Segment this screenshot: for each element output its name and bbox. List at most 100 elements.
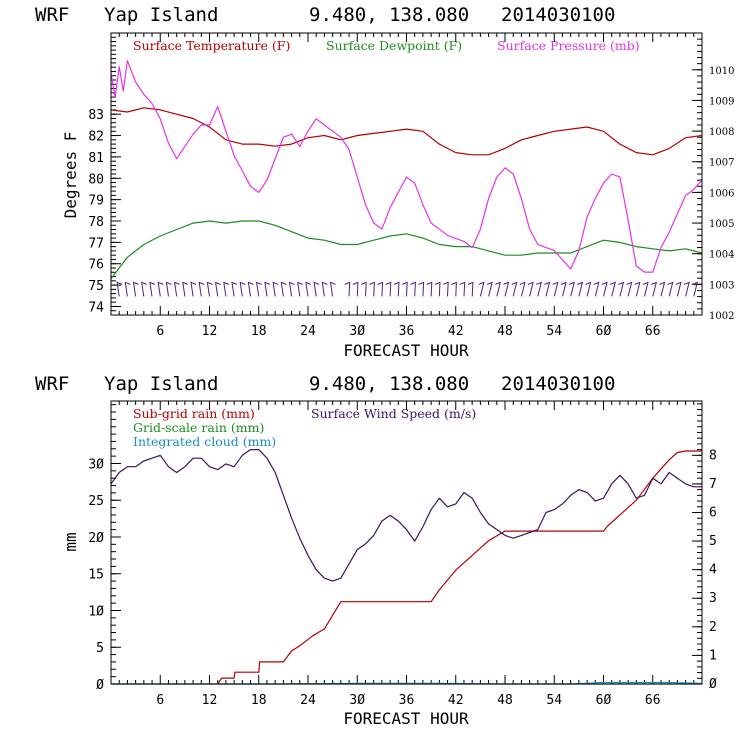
wind-barb bbox=[451, 281, 457, 297]
wind-barb bbox=[434, 281, 441, 297]
wind-barb bbox=[149, 281, 156, 297]
bot-y2tick-label: 8 bbox=[709, 448, 717, 463]
bot-y2tick-label: 5 bbox=[709, 534, 717, 549]
wind-barb bbox=[552, 281, 559, 297]
bot-y2tick-label: 3 bbox=[709, 591, 717, 606]
top-xtick-label: 24 bbox=[300, 324, 316, 339]
bottom-xlabel: FORECAST HOUR bbox=[343, 709, 469, 728]
wind-barb bbox=[503, 281, 510, 297]
wind-barb bbox=[478, 281, 485, 297]
wind-barb bbox=[369, 281, 375, 297]
wind-barb bbox=[305, 281, 312, 297]
bot-y2tick-label: 2 bbox=[709, 620, 717, 635]
wind-barb bbox=[352, 281, 359, 297]
top-line-surface-pressure-mb bbox=[110, 59, 703, 273]
wind-barb bbox=[280, 281, 287, 297]
top-ytick-label: 79 bbox=[88, 194, 104, 209]
wind-barb bbox=[610, 281, 616, 297]
wind-barb bbox=[467, 281, 474, 297]
top-line-surface-dewpoint-f bbox=[110, 220, 703, 280]
wind-barb bbox=[536, 281, 543, 297]
bot-xtick-label: 42 bbox=[448, 693, 464, 708]
wind-barb bbox=[239, 281, 246, 297]
top-y2tick-label: 1008 bbox=[709, 127, 734, 138]
top-xtick-label: 48 bbox=[497, 324, 513, 339]
wind-barb bbox=[569, 281, 575, 297]
wind-barb bbox=[255, 281, 262, 297]
wind-barb bbox=[402, 281, 408, 297]
wind-barb bbox=[642, 281, 649, 297]
top-xtick-label: 36 bbox=[399, 324, 415, 339]
top-xlabel: FORECAST HOUR bbox=[343, 341, 469, 360]
wind-barb bbox=[206, 281, 213, 297]
top-header-init: 2014030100 bbox=[501, 4, 615, 26]
wind-barb bbox=[651, 281, 658, 297]
wind-barb bbox=[495, 281, 502, 297]
bot-xtick-label: 18 bbox=[251, 693, 267, 708]
wind-barb bbox=[675, 281, 682, 297]
wind-barb bbox=[585, 281, 592, 297]
bot-xtick-label: 48 bbox=[497, 693, 513, 708]
wind-barb bbox=[634, 281, 641, 297]
top-y2tick-label: 1005 bbox=[709, 219, 734, 230]
bottom-legend-gridscale: Grid-scale rain (mm) bbox=[133, 420, 264, 435]
bottom-legend-subgrid: Sub-grid rain (mm) bbox=[133, 406, 255, 421]
wind-barb bbox=[297, 281, 303, 297]
wind-barb bbox=[264, 281, 271, 297]
wind-barb bbox=[459, 281, 466, 297]
bottom-chart: WRF Yap Island 9.480, 138.080 2014030100… bbox=[35, 373, 717, 728]
top-plot-frame bbox=[110, 32, 703, 316]
wind-barb bbox=[527, 281, 534, 297]
bot-y2tick-label: 7 bbox=[709, 477, 717, 492]
top-xtick-label: 3Ø bbox=[349, 324, 365, 339]
wind-barb bbox=[577, 281, 584, 297]
top-ylabel: Degrees F bbox=[61, 132, 80, 219]
wind-barb bbox=[683, 281, 690, 297]
bot-ytick-label: 15 bbox=[88, 568, 104, 583]
top-ytick-label: 80 bbox=[88, 172, 104, 187]
bot-y2tick-label: 6 bbox=[709, 505, 717, 520]
wind-barb bbox=[223, 281, 229, 297]
bot-xtick-label: 36 bbox=[399, 693, 415, 708]
top-y2tick-label: 1010 bbox=[709, 66, 734, 77]
wind-barb bbox=[692, 281, 699, 297]
wind-barb bbox=[361, 281, 367, 297]
top-header-location: Yap Island bbox=[104, 4, 218, 26]
top-header-coords: 9.480, 138.080 bbox=[309, 4, 469, 26]
top-y2tick-label: 1004 bbox=[709, 250, 734, 261]
wind-barb bbox=[190, 281, 197, 297]
wind-barb bbox=[231, 281, 238, 297]
wind-barb bbox=[344, 281, 351, 297]
top-chart: WRF Yap Island 9.480, 138.080 2014030100… bbox=[35, 4, 734, 360]
bot-ytick-label: Ø bbox=[96, 678, 104, 693]
top-y2tick-label: 1006 bbox=[709, 188, 734, 199]
top-xtick-label: 6 bbox=[156, 324, 164, 339]
wind-barb bbox=[393, 281, 400, 297]
bot-ytick-label: 1Ø bbox=[88, 604, 104, 619]
bot-xtick-label: 6Ø bbox=[596, 693, 612, 708]
wind-barb bbox=[544, 281, 551, 297]
bot-y2tick-label: 4 bbox=[709, 563, 717, 578]
top-xtick-label: 18 bbox=[251, 324, 267, 339]
wind-barb bbox=[443, 281, 449, 297]
bot-y2tick-label: 1 bbox=[709, 648, 717, 663]
bot-y2tick-label: Ø bbox=[709, 677, 717, 692]
top-line-surface-temperature-f bbox=[110, 107, 703, 156]
top-legend-temperature: Surface Temperature (F) bbox=[133, 38, 290, 53]
top-y2tick-label: 1007 bbox=[709, 158, 734, 169]
top-xtick-label: 54 bbox=[546, 324, 562, 339]
wind-barb bbox=[132, 281, 139, 297]
wind-barb bbox=[198, 281, 205, 297]
top-ytick-label: 77 bbox=[88, 236, 104, 251]
bot-ytick-label: 2Ø bbox=[88, 531, 104, 546]
wind-barb bbox=[486, 281, 493, 297]
wind-barb bbox=[659, 281, 666, 297]
top-ytick-label: 74 bbox=[88, 300, 104, 315]
bot-xtick-label: 24 bbox=[300, 693, 316, 708]
top-legend-pressure: Surface Pressure (mb) bbox=[497, 38, 640, 53]
top-ytick-label: 78 bbox=[88, 215, 104, 230]
top-y2tick-label: 1002 bbox=[709, 311, 734, 322]
wind-barb bbox=[182, 281, 188, 297]
bottom-legend-cloud: Integrated cloud (mm) bbox=[133, 434, 276, 449]
bot-xtick-label: 54 bbox=[546, 693, 562, 708]
